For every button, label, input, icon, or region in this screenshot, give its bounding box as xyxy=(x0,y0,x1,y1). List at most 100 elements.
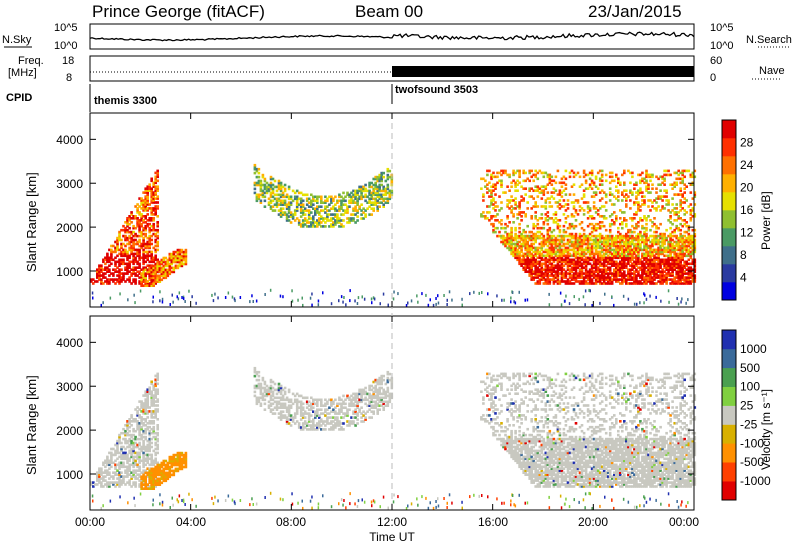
power-cell xyxy=(683,276,686,279)
velocity-cell xyxy=(110,447,113,451)
power-cell xyxy=(621,274,624,277)
power-cell xyxy=(540,254,544,258)
power-cell xyxy=(578,256,582,260)
power-cell xyxy=(176,258,180,262)
power-cell xyxy=(140,274,143,278)
power-cell xyxy=(314,207,317,210)
power-cell xyxy=(146,280,149,283)
velocity-cell xyxy=(124,431,127,435)
power-cell xyxy=(178,254,182,258)
power-cell xyxy=(566,260,570,264)
velocity-cell xyxy=(128,479,131,482)
power-cell xyxy=(580,242,584,246)
power-cell xyxy=(653,260,656,264)
power-cell xyxy=(542,193,546,196)
power-cell xyxy=(146,213,149,216)
power-cell xyxy=(556,282,560,285)
velocity-cell xyxy=(132,420,135,423)
power-cell xyxy=(520,264,523,267)
velocity-cell xyxy=(154,390,157,393)
power-cell xyxy=(134,232,137,236)
power-cell xyxy=(590,222,594,226)
power-cell xyxy=(168,266,172,270)
power-cell xyxy=(301,223,305,226)
power-cell xyxy=(568,260,572,264)
power-cell xyxy=(338,193,341,197)
power-cell xyxy=(152,197,155,200)
velocity-cell xyxy=(146,416,149,419)
power-cell xyxy=(610,256,614,260)
power-cell xyxy=(289,201,293,204)
velocity-cell xyxy=(134,463,137,467)
power-cell xyxy=(594,274,598,277)
power-cell xyxy=(683,191,686,194)
power-cell xyxy=(346,221,349,224)
power-cell xyxy=(639,242,642,246)
power-cell xyxy=(324,201,327,204)
velocity-cell xyxy=(138,455,141,459)
power-cell xyxy=(528,270,531,273)
power-cell xyxy=(544,280,548,283)
power-cell xyxy=(649,173,652,177)
power-cell xyxy=(677,282,680,285)
power-cell xyxy=(556,201,560,204)
power-cell xyxy=(592,282,596,285)
power-cell xyxy=(496,181,499,185)
power-cell xyxy=(598,232,602,236)
power-cell xyxy=(635,248,638,252)
power-cell xyxy=(649,268,652,271)
power-cell xyxy=(536,222,540,226)
power-cell xyxy=(508,207,511,210)
power-cell xyxy=(486,169,489,173)
power-cell xyxy=(299,209,303,212)
power-cell xyxy=(158,262,162,266)
velocity-cell xyxy=(156,378,159,382)
power-cell xyxy=(536,276,540,279)
power-cell xyxy=(144,205,147,208)
power-cell xyxy=(263,187,267,191)
power-cell xyxy=(598,238,602,242)
power-cell xyxy=(378,197,381,201)
power-cell xyxy=(518,262,521,266)
power-cell xyxy=(645,219,648,222)
power-cell xyxy=(518,254,521,258)
power-cell xyxy=(160,270,164,274)
power-cell xyxy=(144,226,147,230)
power-cell xyxy=(299,205,303,208)
power-cell xyxy=(496,294,498,298)
velocity-cell xyxy=(126,422,129,425)
power-cell xyxy=(154,274,157,277)
power-cell xyxy=(592,238,596,242)
power-cell xyxy=(641,266,644,269)
power-cell xyxy=(140,197,143,200)
velocity-cell xyxy=(122,465,125,469)
power-cell xyxy=(570,266,574,269)
power-cell xyxy=(590,246,594,250)
velocity-cell xyxy=(156,408,159,411)
power-cell xyxy=(334,219,337,222)
velocity-cell xyxy=(140,437,143,441)
power-cell xyxy=(299,197,303,201)
power-cell xyxy=(320,199,323,203)
power-cell xyxy=(645,173,648,177)
power-cell xyxy=(303,209,307,212)
power-cell xyxy=(373,297,376,301)
power-cell xyxy=(683,197,686,200)
velocity-cell xyxy=(156,445,159,449)
power-cell xyxy=(651,244,654,248)
power-cell xyxy=(544,260,548,264)
power-cell xyxy=(164,272,168,276)
power-cell xyxy=(498,209,501,212)
power-cell xyxy=(376,191,379,195)
power-cell xyxy=(647,264,650,267)
power-cell xyxy=(154,264,157,268)
power-cell xyxy=(679,254,682,258)
power-cell xyxy=(544,201,548,204)
power-cell xyxy=(540,274,544,277)
velocity-cell xyxy=(152,477,155,481)
power-cell xyxy=(156,195,159,198)
velocity-cell xyxy=(126,481,129,484)
power-cell xyxy=(156,240,159,244)
velocity-cell xyxy=(132,447,135,451)
power-cell xyxy=(633,226,636,230)
